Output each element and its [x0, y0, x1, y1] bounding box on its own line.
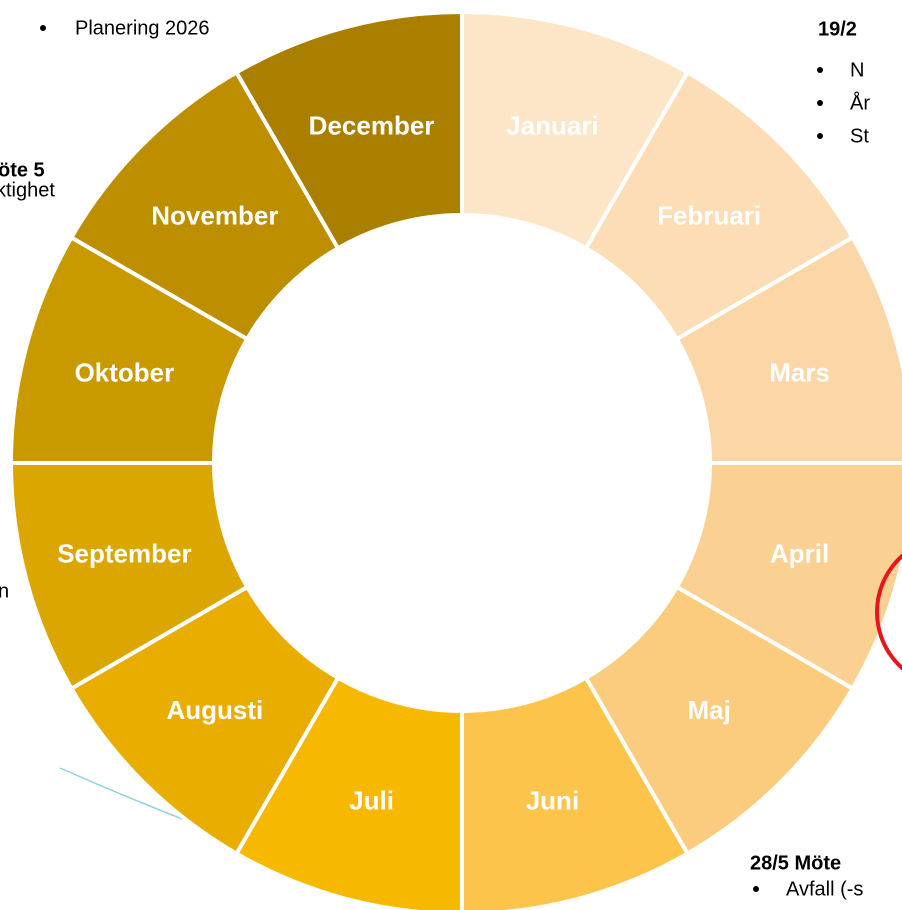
bullet	[40, 25, 46, 31]
bullet	[753, 886, 759, 892]
note-item: År	[850, 91, 870, 114]
month-label: Februari	[657, 201, 761, 231]
note-item: St	[850, 125, 869, 147]
month-label: Augusti	[166, 695, 263, 725]
note-title: 19/2	[818, 18, 857, 40]
month-label: December	[309, 110, 435, 140]
note-item: Planering 2026	[75, 17, 210, 39]
month-label: Januari	[506, 110, 599, 140]
month-label: Maj	[687, 695, 730, 725]
note-fragment: n	[0, 580, 9, 602]
month-label: November	[151, 201, 278, 231]
month-segment	[460, 675, 691, 910]
note-item: ktighet	[0, 179, 55, 201]
segments: Januari Februari Mars April Maj Juni Juli Augus…	[8, 9, 902, 910]
highlight-circle	[875, 553, 902, 671]
note-title: öte 5	[0, 159, 45, 181]
bullet	[817, 133, 823, 139]
month-label: September	[57, 538, 191, 568]
bullet	[817, 67, 823, 73]
note-title: 28/5 Möte	[750, 852, 841, 874]
month-label: Juli	[349, 785, 394, 815]
month-label: April	[770, 538, 829, 568]
month-label: Juni	[526, 785, 579, 815]
month-label: Oktober	[75, 357, 175, 387]
month-label: Mars	[769, 357, 830, 387]
note-item: Avfall (-s	[786, 878, 863, 900]
month-segment	[674, 234, 902, 465]
bullet	[817, 100, 823, 106]
note-item: N	[850, 59, 864, 81]
month-segment	[233, 9, 464, 251]
